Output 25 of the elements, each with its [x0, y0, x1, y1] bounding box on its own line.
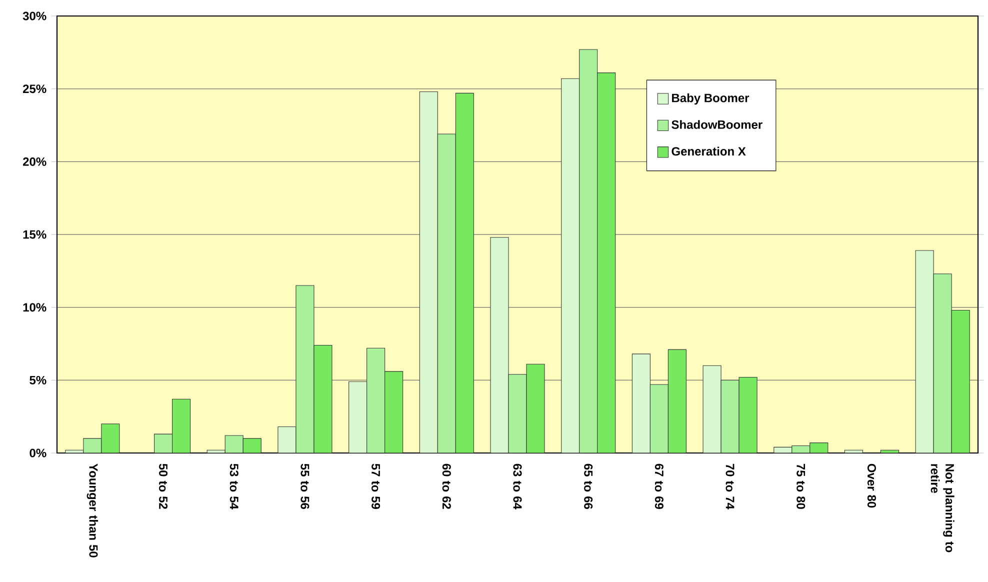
y-tick-label: 10% — [23, 303, 46, 312]
y-tick-label: 20% — [23, 157, 46, 166]
x-tick-label: 53 to 54 — [230, 464, 238, 510]
y-tick-label: 30% — [22, 12, 46, 20]
y-tick-label: 0% — [30, 448, 46, 458]
legend-label: ShadowBoomer — [672, 120, 762, 129]
y-tick-label: 5% — [30, 376, 46, 384]
x-tick-label: 65 to 66 — [584, 464, 593, 509]
y-tick-label: 15% — [23, 230, 46, 239]
x-tick-label: 50 to 52 — [159, 464, 168, 509]
x-tick-label: 60 to 62 — [442, 464, 451, 509]
x-tick-label: Younger than 50 — [86, 464, 98, 558]
x-tick-label: 55 to 56 — [300, 464, 310, 509]
x-tick-label: 70 to 74 — [726, 464, 734, 510]
x-tick-label: 75 to 80 — [796, 464, 806, 509]
y-tick-label: 25% — [23, 84, 46, 94]
x-tick-label: 57 to 59 — [372, 464, 380, 509]
bar — [880, 450, 900, 453]
x-tick-label: Over 80 — [867, 464, 876, 508]
bar — [844, 450, 864, 453]
x-tick-label: Not planning to retire — [930, 464, 954, 552]
x-tick-label: 63 to 64 — [513, 464, 522, 510]
legend-label: Baby Boomer — [672, 93, 750, 105]
x-tick-label: 67 to 69 — [654, 464, 664, 509]
legend-label: Generation X — [672, 146, 746, 156]
